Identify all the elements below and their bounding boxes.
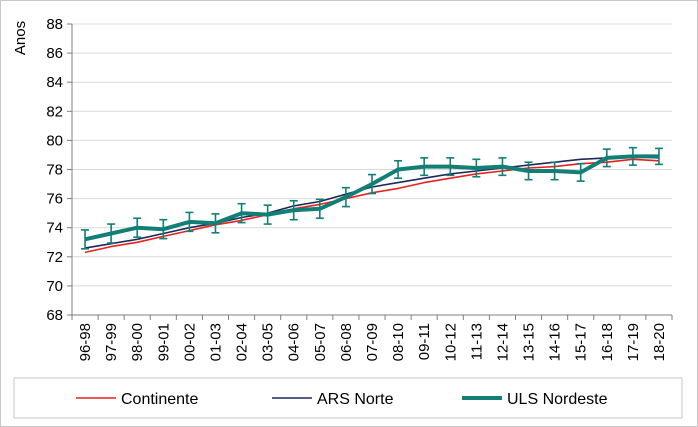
y-tick-label: 78 bbox=[46, 162, 63, 179]
x-tick-label: 16-18 bbox=[599, 323, 616, 361]
y-tick-label: 76 bbox=[46, 191, 63, 208]
x-tick-label: 04-06 bbox=[286, 323, 303, 361]
x-tick-label: 99-01 bbox=[155, 323, 172, 361]
legend-label-uls-nordeste: ULS Nordeste bbox=[507, 391, 608, 408]
x-tick-label: 02-04 bbox=[234, 323, 251, 361]
x-tick-label: 96-98 bbox=[77, 323, 94, 361]
y-tick-label: 80 bbox=[46, 132, 63, 149]
y-tick-label: 88 bbox=[46, 16, 63, 33]
x-tick-label: 01-03 bbox=[207, 323, 224, 361]
legend-box bbox=[13, 377, 683, 419]
x-tick-label: 00-02 bbox=[181, 323, 198, 361]
legend: Continente ARS Norte ULS Nordeste bbox=[13, 377, 683, 419]
legend-label-continente: Continente bbox=[121, 391, 198, 408]
y-tick-label: 70 bbox=[46, 278, 63, 295]
series-lines bbox=[81, 146, 663, 254]
x-tick-label: 06-08 bbox=[338, 323, 355, 361]
x-tick-label: 10-12 bbox=[442, 323, 459, 361]
x-tick-label: 97-99 bbox=[103, 323, 120, 361]
y-tick-label: 82 bbox=[46, 103, 63, 120]
x-tick-label: 09-11 bbox=[416, 323, 433, 360]
x-tick-label: 12-14 bbox=[494, 323, 511, 361]
x-tick-label: 15-17 bbox=[573, 323, 590, 361]
y-tick-label: 86 bbox=[46, 45, 63, 62]
y-tick-label: 84 bbox=[46, 74, 63, 91]
x-tick-label: 18-20 bbox=[651, 323, 668, 361]
x-tick-label: 03-05 bbox=[260, 323, 277, 361]
x-tick-label: 98-00 bbox=[129, 323, 146, 361]
y-tick-label: 74 bbox=[46, 220, 63, 237]
x-tick-label: 05-07 bbox=[312, 323, 329, 361]
x-tick-label: 17-19 bbox=[625, 323, 642, 361]
y-tick-label: 72 bbox=[46, 249, 63, 266]
x-tick-label: 14-16 bbox=[547, 323, 564, 361]
x-axis-ticks: 96-98 97-99 98-00 99-01 00-02 01-03 02-04 03-05… bbox=[71, 314, 673, 361]
legend-label-ars-norte: ARS Norte bbox=[317, 391, 394, 408]
y-axis-ticks: 68 70 72 74 76 78 80 82 84 86 88 bbox=[46, 16, 73, 324]
x-tick-label: 08-10 bbox=[390, 323, 407, 361]
y-axis-label: Anos bbox=[12, 21, 29, 55]
y-tick-label: 68 bbox=[46, 307, 63, 324]
x-tick-label: 13-15 bbox=[521, 323, 538, 361]
x-tick-label: 11-13 bbox=[468, 323, 485, 360]
x-tick-label: 07-09 bbox=[364, 323, 381, 361]
